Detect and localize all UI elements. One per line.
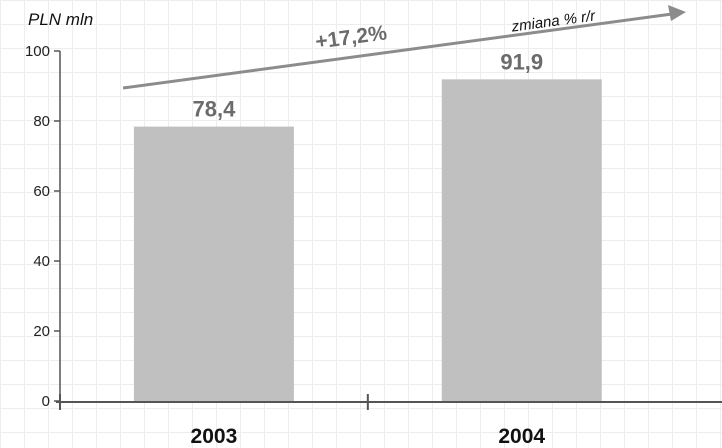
trend-arrow-head	[668, 5, 686, 21]
y-axis: 0 20 40 60 80 100	[25, 43, 61, 410]
bars	[133, 79, 602, 401]
y-tick-label: 40	[33, 253, 50, 270]
y-axis-unit-label: PLN mln	[28, 10, 93, 29]
change-percent-label: +17,2%	[314, 21, 389, 53]
trend-annotation: +17,2% zmiana % r/r	[122, 5, 686, 90]
value-label-2003: 78,4	[193, 97, 237, 122]
value-label-2004: 91,9	[500, 49, 543, 74]
y-tick-label: 80	[33, 113, 50, 130]
x-tick-label-2004: 2004	[498, 425, 545, 448]
y-tick-label: 0	[42, 393, 50, 410]
bar-2003	[133, 126, 294, 401]
trend-arrow-line	[122, 12, 673, 90]
y-tick-label: 20	[33, 323, 50, 340]
bar-2004	[441, 79, 602, 401]
x-tick-label-2003: 2003	[191, 425, 238, 448]
y-tick-label: 60	[33, 183, 50, 200]
value-labels: 78,4 91,9	[193, 49, 544, 121]
x-axis: 2003 2004	[56, 394, 722, 448]
y-tick-label: 100	[25, 43, 50, 60]
